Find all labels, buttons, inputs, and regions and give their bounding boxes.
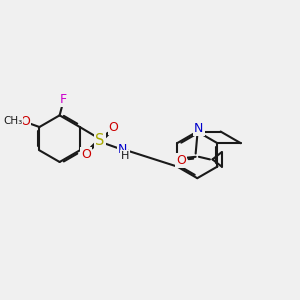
- Text: O: O: [81, 148, 91, 161]
- Text: O: O: [20, 115, 30, 128]
- Text: N: N: [194, 122, 204, 135]
- Text: H: H: [121, 151, 129, 161]
- Text: O: O: [109, 121, 118, 134]
- Text: F: F: [59, 93, 66, 106]
- Text: S: S: [95, 133, 105, 148]
- Text: CH₃: CH₃: [3, 116, 22, 126]
- Text: N: N: [118, 143, 127, 156]
- Text: O: O: [176, 154, 186, 167]
